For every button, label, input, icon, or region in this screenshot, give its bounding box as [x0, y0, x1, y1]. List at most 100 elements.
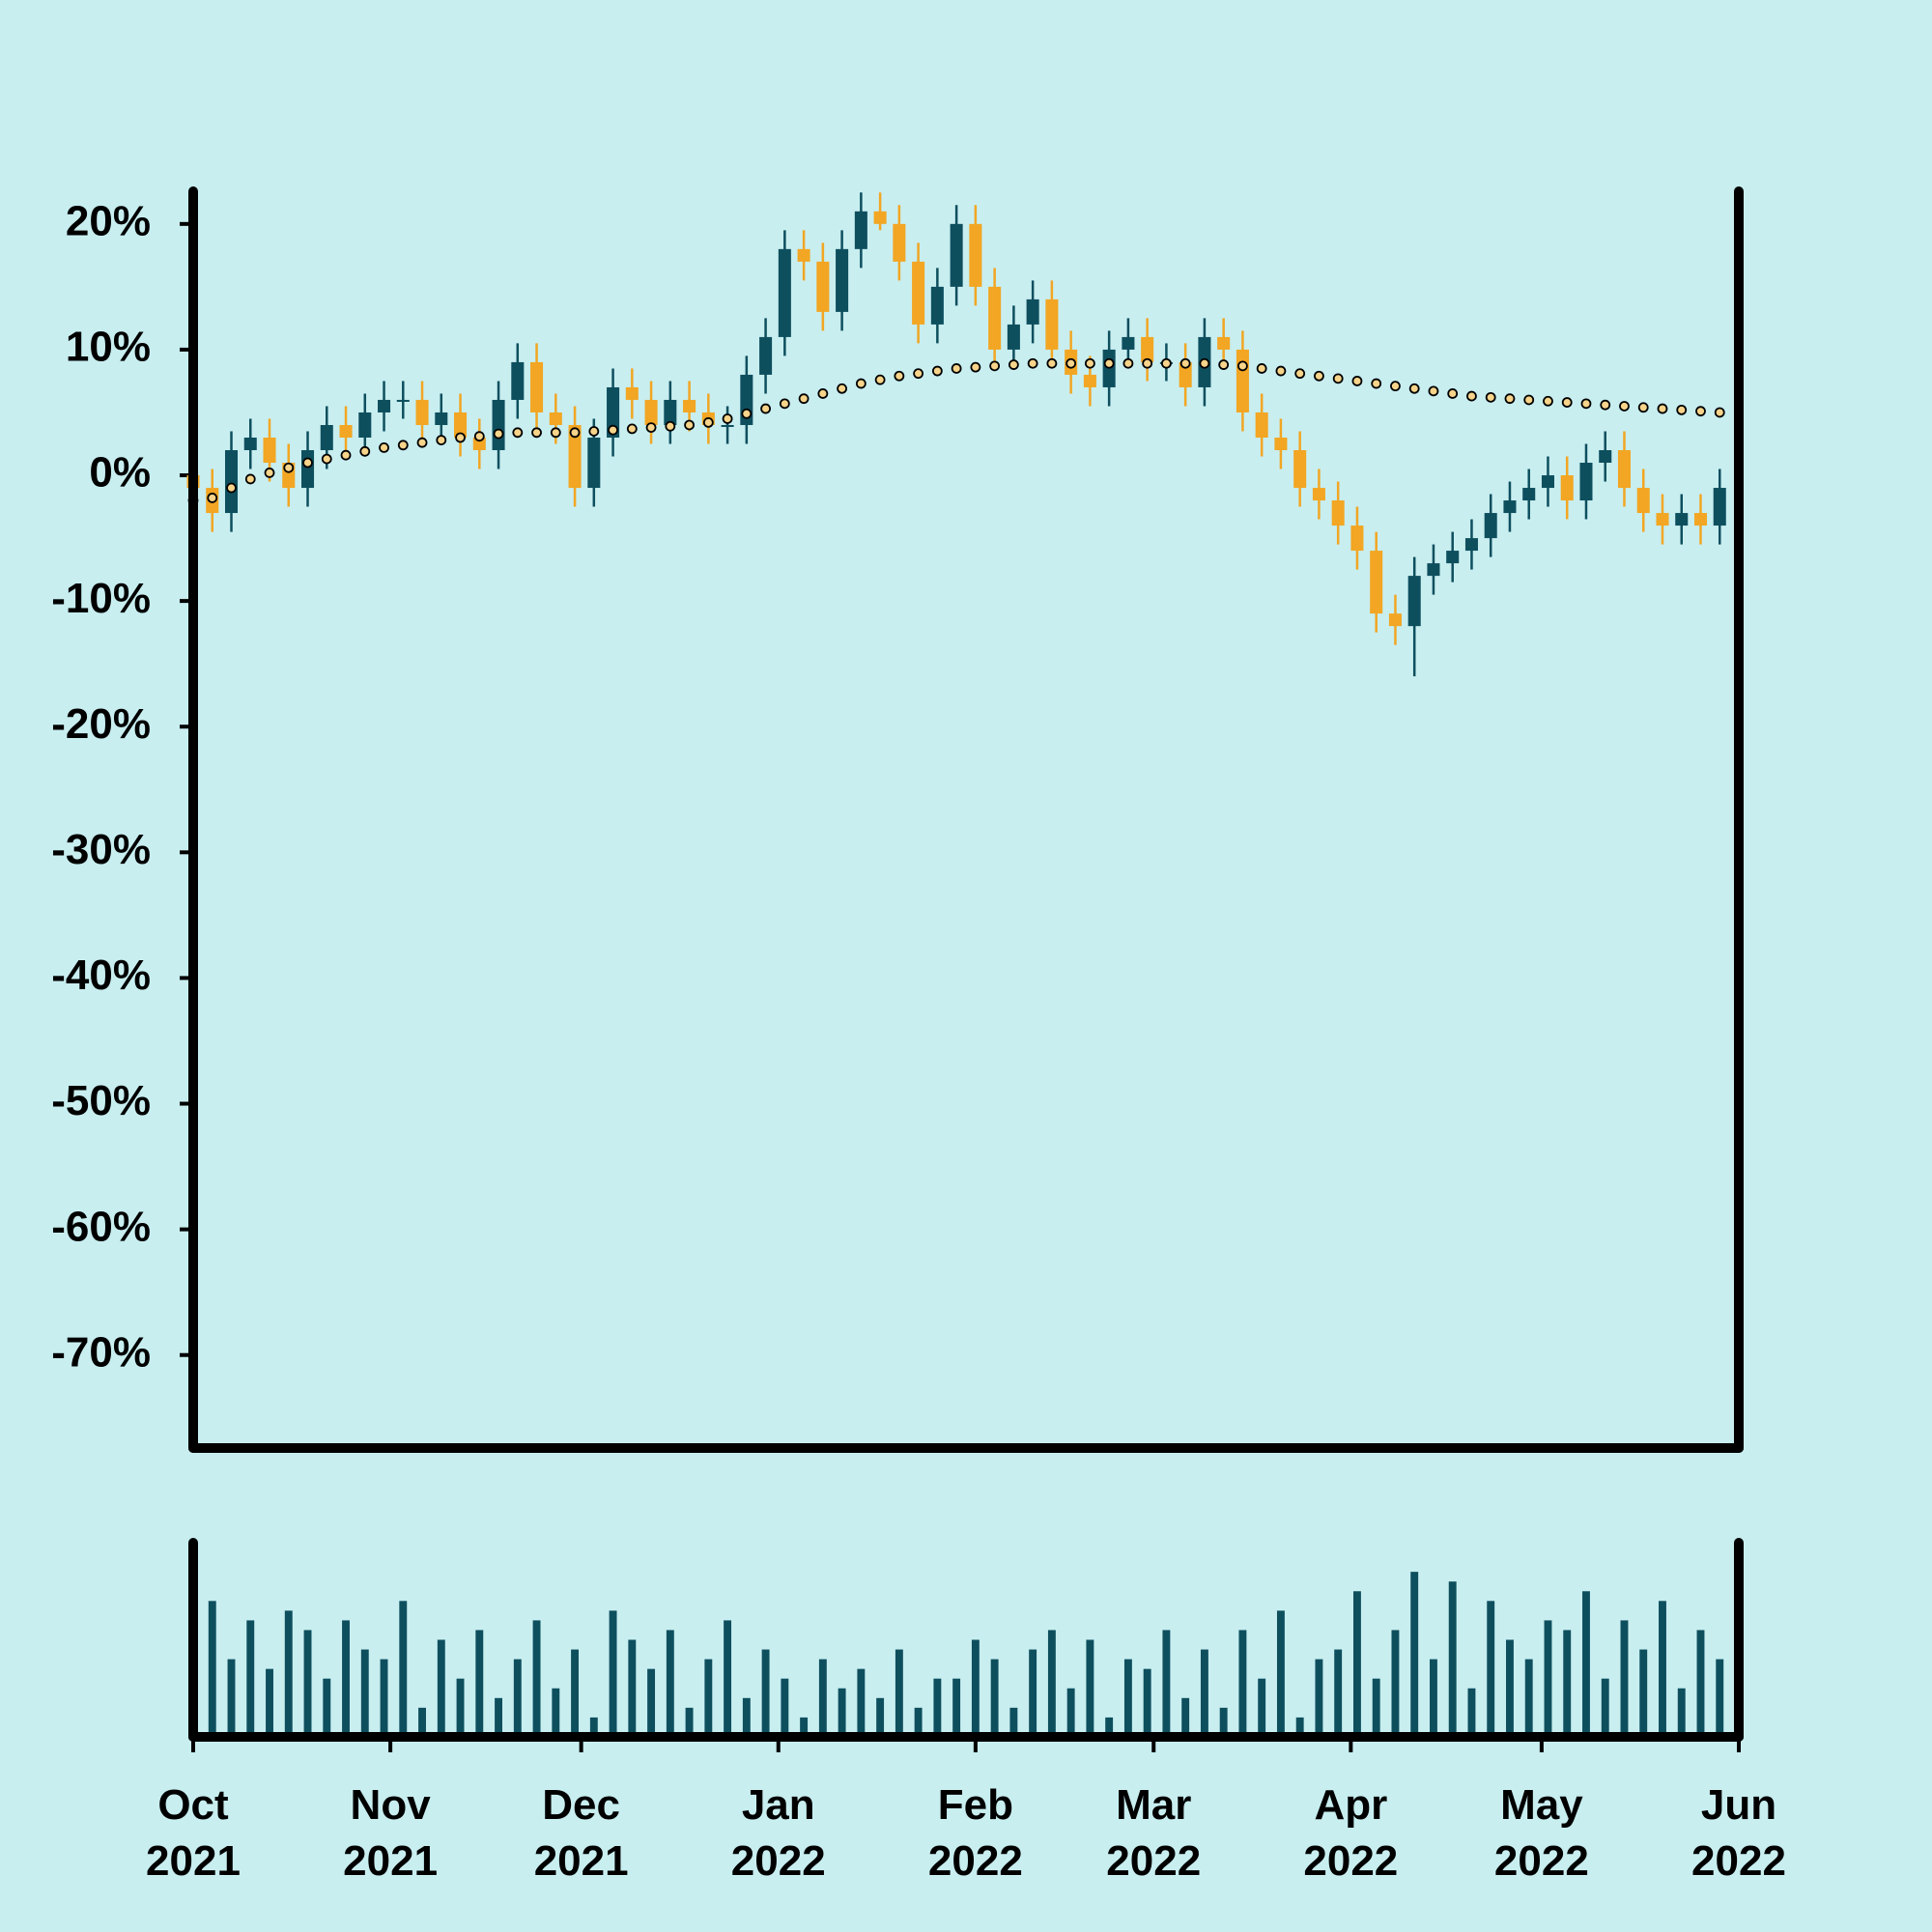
candle-body — [396, 399, 410, 402]
volume-bar — [818, 1659, 827, 1737]
volume-bar — [208, 1601, 216, 1737]
volume-bar — [1467, 1688, 1476, 1737]
volume-bar — [1430, 1659, 1437, 1737]
moving-average-point — [1294, 368, 1306, 380]
volume-bar — [303, 1630, 312, 1737]
moving-average-point — [1161, 357, 1172, 369]
moving-average-point — [1714, 407, 1725, 418]
y-tick-label: -50% — [51, 1077, 151, 1124]
volume-bar — [1677, 1688, 1686, 1737]
candle-body — [1026, 298, 1039, 325]
moving-average-point — [244, 473, 256, 485]
candle-body — [1713, 488, 1726, 526]
y-tick-label: -10% — [51, 575, 151, 622]
candle-body — [415, 399, 429, 425]
moving-average-point — [1351, 376, 1363, 386]
volume-bar — [895, 1649, 903, 1737]
candle-body — [1407, 576, 1421, 627]
moving-average-point — [1275, 365, 1287, 377]
y-tick-label: 10% — [66, 324, 151, 371]
volume-bar — [360, 1649, 369, 1737]
candle-body — [778, 248, 791, 337]
moving-average-point — [436, 435, 447, 445]
volume-bar — [342, 1620, 350, 1737]
candle-body — [472, 437, 486, 451]
x-tick-label: Jun 2022 — [1691, 1781, 1786, 1885]
volume-bar — [380, 1659, 388, 1737]
candle-body — [1217, 336, 1231, 350]
candle-body — [243, 437, 257, 451]
moving-average-point — [379, 442, 389, 453]
candle-body — [1312, 488, 1325, 501]
volume-bar — [571, 1649, 580, 1737]
moving-average-point — [473, 431, 485, 442]
moving-average-point — [1046, 357, 1058, 369]
moving-average-point — [665, 420, 676, 432]
moving-average-point — [397, 440, 409, 451]
candle-body — [435, 412, 448, 425]
volume-bar — [1352, 1591, 1361, 1737]
moving-average-point — [1485, 391, 1496, 403]
candle-body — [263, 437, 276, 464]
moving-average-point — [416, 437, 428, 448]
candle-body — [378, 399, 391, 412]
y-tick-label: -60% — [51, 1203, 151, 1250]
y-tick-label: 20% — [66, 197, 151, 244]
moving-average-point — [1103, 357, 1115, 369]
candle-body — [816, 261, 830, 312]
moving-average-point — [321, 453, 332, 465]
volume-bar — [857, 1668, 866, 1737]
volume-bar — [685, 1707, 694, 1737]
volume-bar — [914, 1707, 923, 1737]
candle-body — [721, 424, 734, 427]
volume-bar — [1200, 1649, 1208, 1737]
candle-body — [930, 286, 944, 325]
candle-body — [1141, 336, 1154, 362]
volume-bar — [876, 1697, 885, 1737]
candle-body — [1599, 450, 1612, 464]
x-tick-label: Apr 2022 — [1303, 1781, 1399, 1885]
candle-body — [511, 361, 525, 400]
candle-body — [587, 437, 601, 489]
volume-bar — [1601, 1678, 1609, 1737]
volume-bar — [266, 1668, 273, 1737]
moving-average-point — [1523, 394, 1535, 406]
volume-bar — [1162, 1630, 1171, 1737]
candle-body — [797, 248, 810, 262]
moving-average-point — [455, 432, 466, 443]
volume-bar — [838, 1688, 846, 1737]
candle-body — [1179, 361, 1192, 387]
candle-body — [1541, 475, 1554, 489]
moving-average-point — [722, 413, 733, 424]
volume-bar — [647, 1668, 656, 1737]
moving-average-point — [1390, 381, 1401, 392]
volume-bar — [1372, 1678, 1380, 1737]
moving-average-point — [1218, 359, 1230, 370]
candle-body — [1007, 324, 1020, 350]
candle-body — [1675, 513, 1689, 526]
moving-average-point — [512, 427, 524, 439]
volume-bar — [532, 1620, 541, 1737]
volume-bar — [1315, 1659, 1323, 1737]
candle-body — [950, 223, 963, 287]
volume-bar — [1086, 1639, 1094, 1737]
moving-average-point — [1371, 378, 1382, 389]
volume-bar — [1181, 1697, 1190, 1737]
moving-average-point — [1199, 357, 1210, 369]
moving-average-point — [1466, 390, 1477, 402]
candle-body — [625, 386, 639, 400]
moving-average-point — [1676, 404, 1688, 415]
x-tick-label: Feb 2022 — [927, 1781, 1023, 1885]
candle-body — [301, 450, 315, 489]
moving-average-point — [894, 370, 905, 382]
volume-bar — [399, 1601, 408, 1737]
volume-bar — [1066, 1688, 1075, 1737]
volume-bar — [1105, 1717, 1114, 1737]
volume-bar — [589, 1717, 598, 1737]
moving-average-point — [684, 419, 695, 431]
candle-body — [1427, 563, 1440, 577]
moving-average-point — [951, 363, 962, 374]
candle-body — [873, 211, 887, 224]
moving-average-point — [302, 457, 313, 469]
candle-body — [224, 450, 239, 514]
